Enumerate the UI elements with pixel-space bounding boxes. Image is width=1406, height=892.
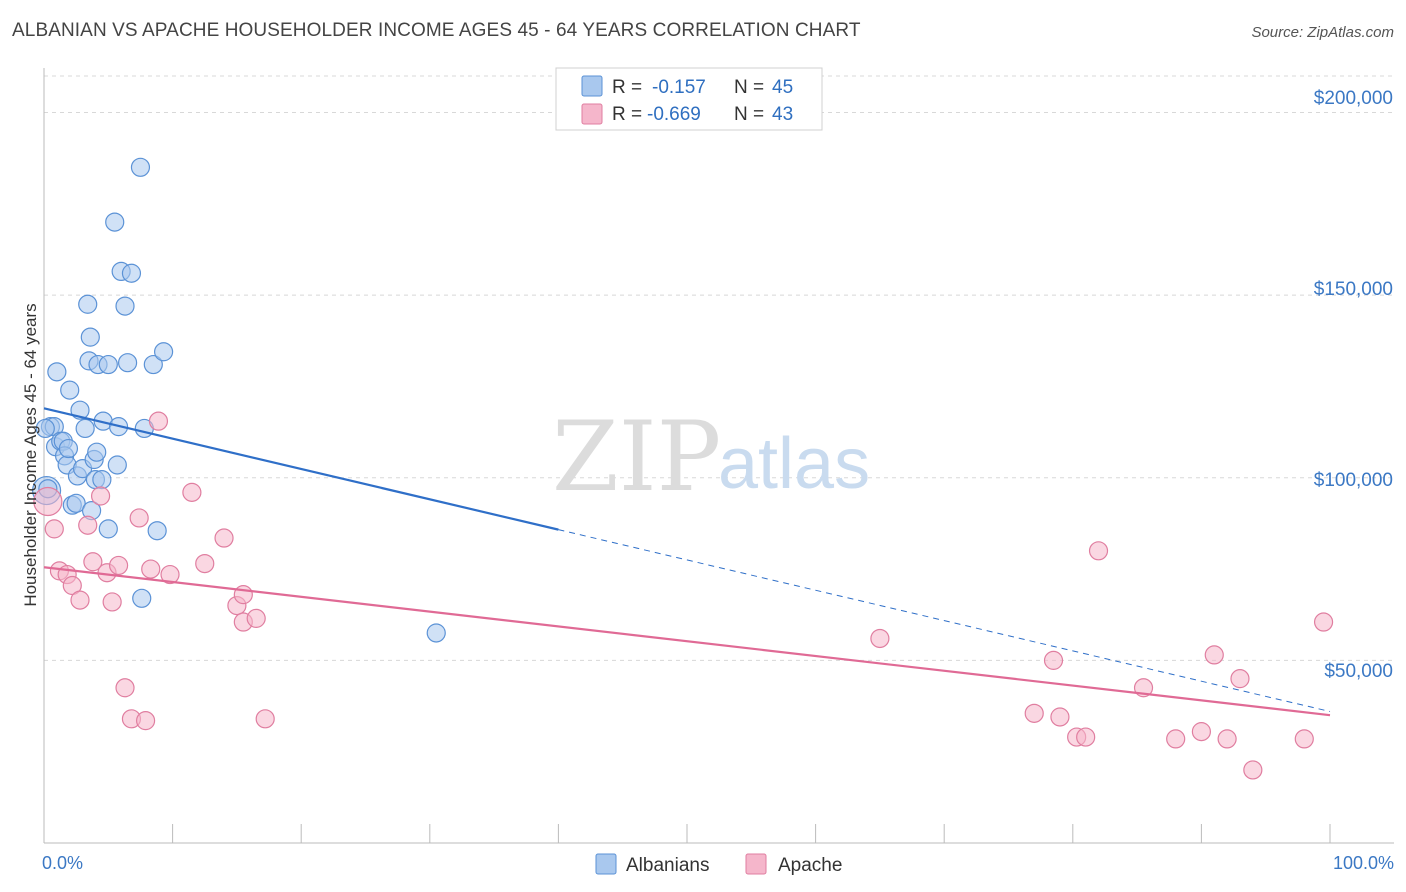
albanian-point-38	[147, 521, 167, 541]
tick-labels: $200,000 $150,000 $100,000 $50,000 0.0% …	[42, 88, 1394, 873]
apache-point-16	[141, 559, 161, 579]
albanian-point-43	[58, 438, 79, 459]
x-tick-label-max: 100.0%	[1333, 853, 1394, 873]
apache-point-30	[1050, 707, 1070, 727]
apache-point-40	[1243, 760, 1263, 780]
apache-point-38	[1217, 729, 1237, 749]
albanian-point-33	[121, 263, 142, 283]
axis-layer	[43, 68, 1394, 844]
watermark-atlas: atlas	[718, 424, 870, 504]
series-legend-swatch-apache	[745, 853, 767, 875]
apache-point-25	[246, 608, 266, 628]
albanian-point-37	[143, 354, 163, 375]
albanian-point-39	[153, 342, 174, 362]
series-legend-swatch-albanians	[595, 853, 617, 875]
y-axis-label: Householder Income Ages 45 - 64 years	[21, 303, 40, 606]
albanian-point-41	[35, 418, 55, 439]
apache-point-35	[1166, 729, 1186, 749]
points-layer	[31, 157, 1334, 780]
albanian-point-24	[92, 469, 112, 490]
stats-legend-n-label-apache: N =	[734, 104, 764, 125]
apache-point-28	[1024, 703, 1044, 723]
apache-point-33	[1088, 541, 1109, 561]
apache-point-37	[1204, 645, 1224, 665]
apache-point-11	[108, 555, 129, 576]
albanian-point-31	[115, 296, 135, 316]
albanian-point-28	[105, 212, 125, 232]
apache-point-27	[870, 628, 890, 649]
apache-point-0	[33, 486, 63, 517]
chart-title: ALBANIAN VS APACHE HOUSEHOLDER INCOME AG…	[12, 20, 861, 41]
albanian-point-35	[132, 588, 152, 608]
albanian-point-18	[80, 327, 100, 347]
apache-point-41	[1294, 729, 1314, 749]
apache-point-15	[135, 711, 156, 731]
y-tick-label-50000: $50,000	[1324, 661, 1393, 682]
stats-legend-n-value-albanians: 45	[772, 77, 793, 98]
albanian-point-40	[426, 623, 446, 643]
apache-point-14	[129, 508, 149, 528]
watermark-zip: ZIP	[552, 401, 721, 513]
apache-point-32	[1076, 727, 1096, 747]
apache-point-42	[1313, 612, 1334, 632]
y-tick-label-100000: $100,000	[1314, 470, 1393, 491]
stats-legend: R = -0.157 N = 45 R = -0.669 N = 43	[555, 67, 823, 131]
apache-point-12	[115, 678, 135, 698]
apache-trend-line	[43, 566, 1331, 717]
stats-legend-n-value-apache: 43	[772, 104, 793, 125]
albanian-point-4	[47, 362, 67, 382]
apache-point-17	[148, 411, 169, 431]
series-legend-label-albanians: Albanians	[626, 855, 709, 876]
apache-point-10	[102, 592, 122, 612]
apache-point-20	[195, 553, 215, 574]
apache-point-29	[1043, 650, 1064, 670]
stats-legend-r-value-apache: -0.669	[647, 104, 701, 125]
albanian-point-27	[98, 354, 118, 375]
grid-layer	[44, 75, 1395, 661]
apache-point-26	[255, 709, 275, 729]
albanian-point-34	[130, 157, 151, 177]
albanian-point-26	[98, 519, 118, 539]
apache-point-23	[233, 585, 253, 605]
stats-legend-n-label-albanians: N =	[734, 77, 764, 98]
stats-legend-r-label-albanians: R =	[612, 77, 642, 98]
y-tick-label-150000: $150,000	[1314, 279, 1393, 300]
apache-point-8	[90, 486, 111, 506]
stats-legend-swatch-albanians	[581, 75, 603, 97]
albanian-point-11	[66, 493, 86, 513]
apache-point-6	[78, 515, 98, 535]
apache-point-1	[44, 519, 64, 539]
series-legend: Albanians Apache	[595, 853, 842, 876]
apache-point-36	[1191, 722, 1212, 742]
stats-legend-r-label-apache: R =	[612, 104, 642, 125]
apache-point-39	[1230, 669, 1250, 689]
albanian-trend-line	[43, 407, 559, 531]
apache-point-5	[70, 590, 90, 610]
albanian-point-32	[117, 353, 138, 373]
albanian-point-16	[78, 294, 98, 314]
albanian-point-9	[60, 380, 80, 400]
series-legend-label-apache: Apache	[778, 855, 842, 876]
apache-point-19	[182, 482, 202, 502]
stats-legend-swatch-apache	[581, 103, 603, 125]
apache-point-18	[160, 564, 180, 585]
albanian-point-15	[75, 418, 95, 439]
x-tick-label-min: 0.0%	[42, 853, 83, 873]
source-label: Source: ZipAtlas.com	[1251, 24, 1394, 41]
apache-point-21	[214, 528, 234, 548]
stats-legend-r-value-albanians: -0.157	[652, 77, 706, 98]
apache-point-7	[83, 552, 103, 572]
y-tick-label-200000: $200,000	[1314, 88, 1393, 109]
trend-layer	[43, 407, 1331, 717]
albanian-trend-line-extension	[558, 529, 1331, 713]
albanian-point-29	[107, 455, 127, 475]
albanian-point-22	[87, 442, 107, 462]
